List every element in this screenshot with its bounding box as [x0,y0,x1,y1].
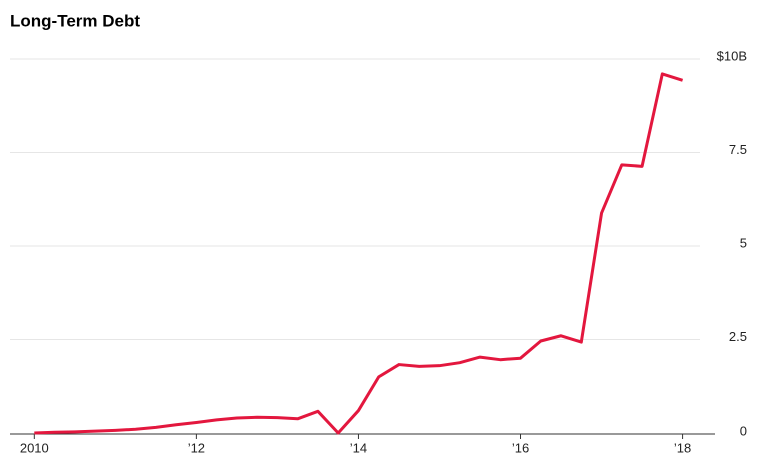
y-tick-label: 2.5 [729,329,747,344]
y-tick-label: 7.5 [729,142,747,157]
x-tick-label: ’14 [350,440,367,455]
y-tick-label: 0 [740,423,747,438]
y-tick-label: $10B [717,48,747,63]
x-tick-label: ’12 [188,440,205,455]
data-line [34,72,684,435]
x-tick-label: ’16 [512,440,529,455]
chart-title: Long-Term Debt [10,11,140,30]
x-tick-label: 2010 [20,440,49,455]
x-tick-label: ’18 [674,440,691,455]
y-tick-label: 5 [740,235,747,250]
